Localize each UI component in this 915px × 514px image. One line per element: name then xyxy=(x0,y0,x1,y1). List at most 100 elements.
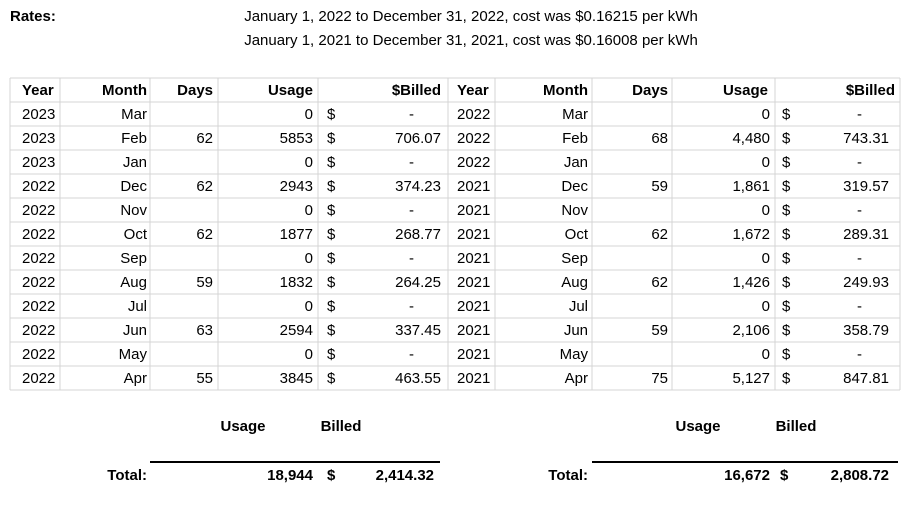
cell-billed: 463.55 xyxy=(395,370,441,387)
cell-usage: 0 xyxy=(762,154,770,171)
cell-currency: $ xyxy=(782,346,791,363)
cell-billed: - xyxy=(409,298,414,315)
cell-usage: 0 xyxy=(305,154,313,171)
cell-month: Apr xyxy=(565,370,588,387)
cell-billed: 337.45 xyxy=(395,322,441,339)
cell-month: Dec xyxy=(120,178,147,195)
cell-usage: 0 xyxy=(305,202,313,219)
cell-billed: - xyxy=(857,298,862,315)
cell-year: 2023 xyxy=(22,130,55,147)
cell-billed: 374.23 xyxy=(395,178,441,195)
cell-currency: $ xyxy=(782,322,791,339)
cell-currency: $ xyxy=(327,370,336,387)
cell-month: Jul xyxy=(128,298,147,315)
cell-month: Sep xyxy=(120,250,147,267)
cell-currency: $ xyxy=(782,178,791,195)
cell-billed: - xyxy=(857,106,862,123)
cell-days: 62 xyxy=(196,130,213,147)
cell-currency: $ xyxy=(327,346,336,363)
cell-year: 2022 xyxy=(22,226,55,243)
rate-line: January 1, 2021 to December 31, 2021, co… xyxy=(244,32,698,49)
cell-usage: 1877 xyxy=(280,226,313,243)
cell-currency: $ xyxy=(782,298,791,315)
cell-month: Aug xyxy=(561,274,588,291)
cell-month: Feb xyxy=(121,130,147,147)
total-label: Total: xyxy=(107,467,147,484)
cell-year: 2021 xyxy=(457,274,490,291)
cell-month: Jan xyxy=(564,154,588,171)
cell-currency: $ xyxy=(782,370,791,387)
cell-year: 2022 xyxy=(457,130,490,147)
cell-days: 75 xyxy=(651,370,668,387)
cell-days: 59 xyxy=(651,322,668,339)
cell-currency: $ xyxy=(327,298,336,315)
cell-year: 2021 xyxy=(457,178,490,195)
cell-usage: 3845 xyxy=(280,370,313,387)
cell-billed: - xyxy=(857,346,862,363)
cell-billed: 264.25 xyxy=(395,274,441,291)
cell-currency: $ xyxy=(327,250,336,267)
column-header: Usage xyxy=(268,82,313,99)
cell-billed: - xyxy=(409,250,414,267)
cell-currency: $ xyxy=(782,274,791,291)
cell-month: Mar xyxy=(121,106,147,123)
total-usage: 18,944 xyxy=(267,467,314,484)
cell-usage: 2943 xyxy=(280,178,313,195)
cell-year: 2021 xyxy=(457,226,490,243)
cell-days: 62 xyxy=(196,178,213,195)
cell-month: Mar xyxy=(562,106,588,123)
cell-billed: 319.57 xyxy=(843,178,889,195)
totals-header: Usage xyxy=(220,418,265,435)
column-header: $Billed xyxy=(392,82,441,99)
total-label: Total: xyxy=(548,467,588,484)
totals-header: Billed xyxy=(321,418,362,435)
cell-currency: $ xyxy=(327,106,336,123)
rate-line: January 1, 2022 to December 31, 2022, co… xyxy=(244,8,698,25)
cell-year: 2022 xyxy=(22,202,55,219)
total-usage: 16,672 xyxy=(724,467,770,484)
cell-usage: 2,106 xyxy=(732,322,770,339)
cell-month: Aug xyxy=(120,274,147,291)
cell-days: 59 xyxy=(651,178,668,195)
totals-header: Usage xyxy=(675,418,720,435)
cell-month: Jan xyxy=(123,154,147,171)
cell-currency: $ xyxy=(327,322,336,339)
cell-billed: 847.81 xyxy=(843,370,889,387)
cell-month: Oct xyxy=(124,226,148,243)
cell-usage: 0 xyxy=(762,106,770,123)
cell-usage: 0 xyxy=(305,106,313,123)
cell-currency: $ xyxy=(782,202,791,219)
column-header: Month xyxy=(543,82,588,99)
cell-usage: 1832 xyxy=(280,274,313,291)
cell-billed: - xyxy=(409,202,414,219)
total-currency: $ xyxy=(327,467,336,484)
cell-usage: 0 xyxy=(305,346,313,363)
cell-usage: 0 xyxy=(762,202,770,219)
cell-billed: 706.07 xyxy=(395,130,441,147)
cell-year: 2022 xyxy=(22,250,55,267)
cell-month: May xyxy=(119,346,148,363)
cell-days: 62 xyxy=(196,226,213,243)
cell-currency: $ xyxy=(782,106,791,123)
cell-month: Jun xyxy=(123,322,147,339)
totals-header: Billed xyxy=(776,418,817,435)
cell-year: 2021 xyxy=(457,250,490,267)
cell-usage: 5,127 xyxy=(732,370,770,387)
cell-year: 2023 xyxy=(22,106,55,123)
cell-currency: $ xyxy=(782,250,791,267)
cell-month: Dec xyxy=(561,178,588,195)
cell-year: 2021 xyxy=(457,346,490,363)
cell-year: 2021 xyxy=(457,322,490,339)
cell-days: 55 xyxy=(196,370,213,387)
cell-year: 2022 xyxy=(22,178,55,195)
total-billed: 2,808.72 xyxy=(831,467,889,484)
cell-year: 2021 xyxy=(457,298,490,315)
cell-currency: $ xyxy=(782,226,791,243)
cell-days: 68 xyxy=(651,130,668,147)
cell-currency: $ xyxy=(327,226,336,243)
cell-billed: 249.93 xyxy=(843,274,889,291)
cell-billed: - xyxy=(409,154,414,171)
cell-currency: $ xyxy=(327,130,336,147)
